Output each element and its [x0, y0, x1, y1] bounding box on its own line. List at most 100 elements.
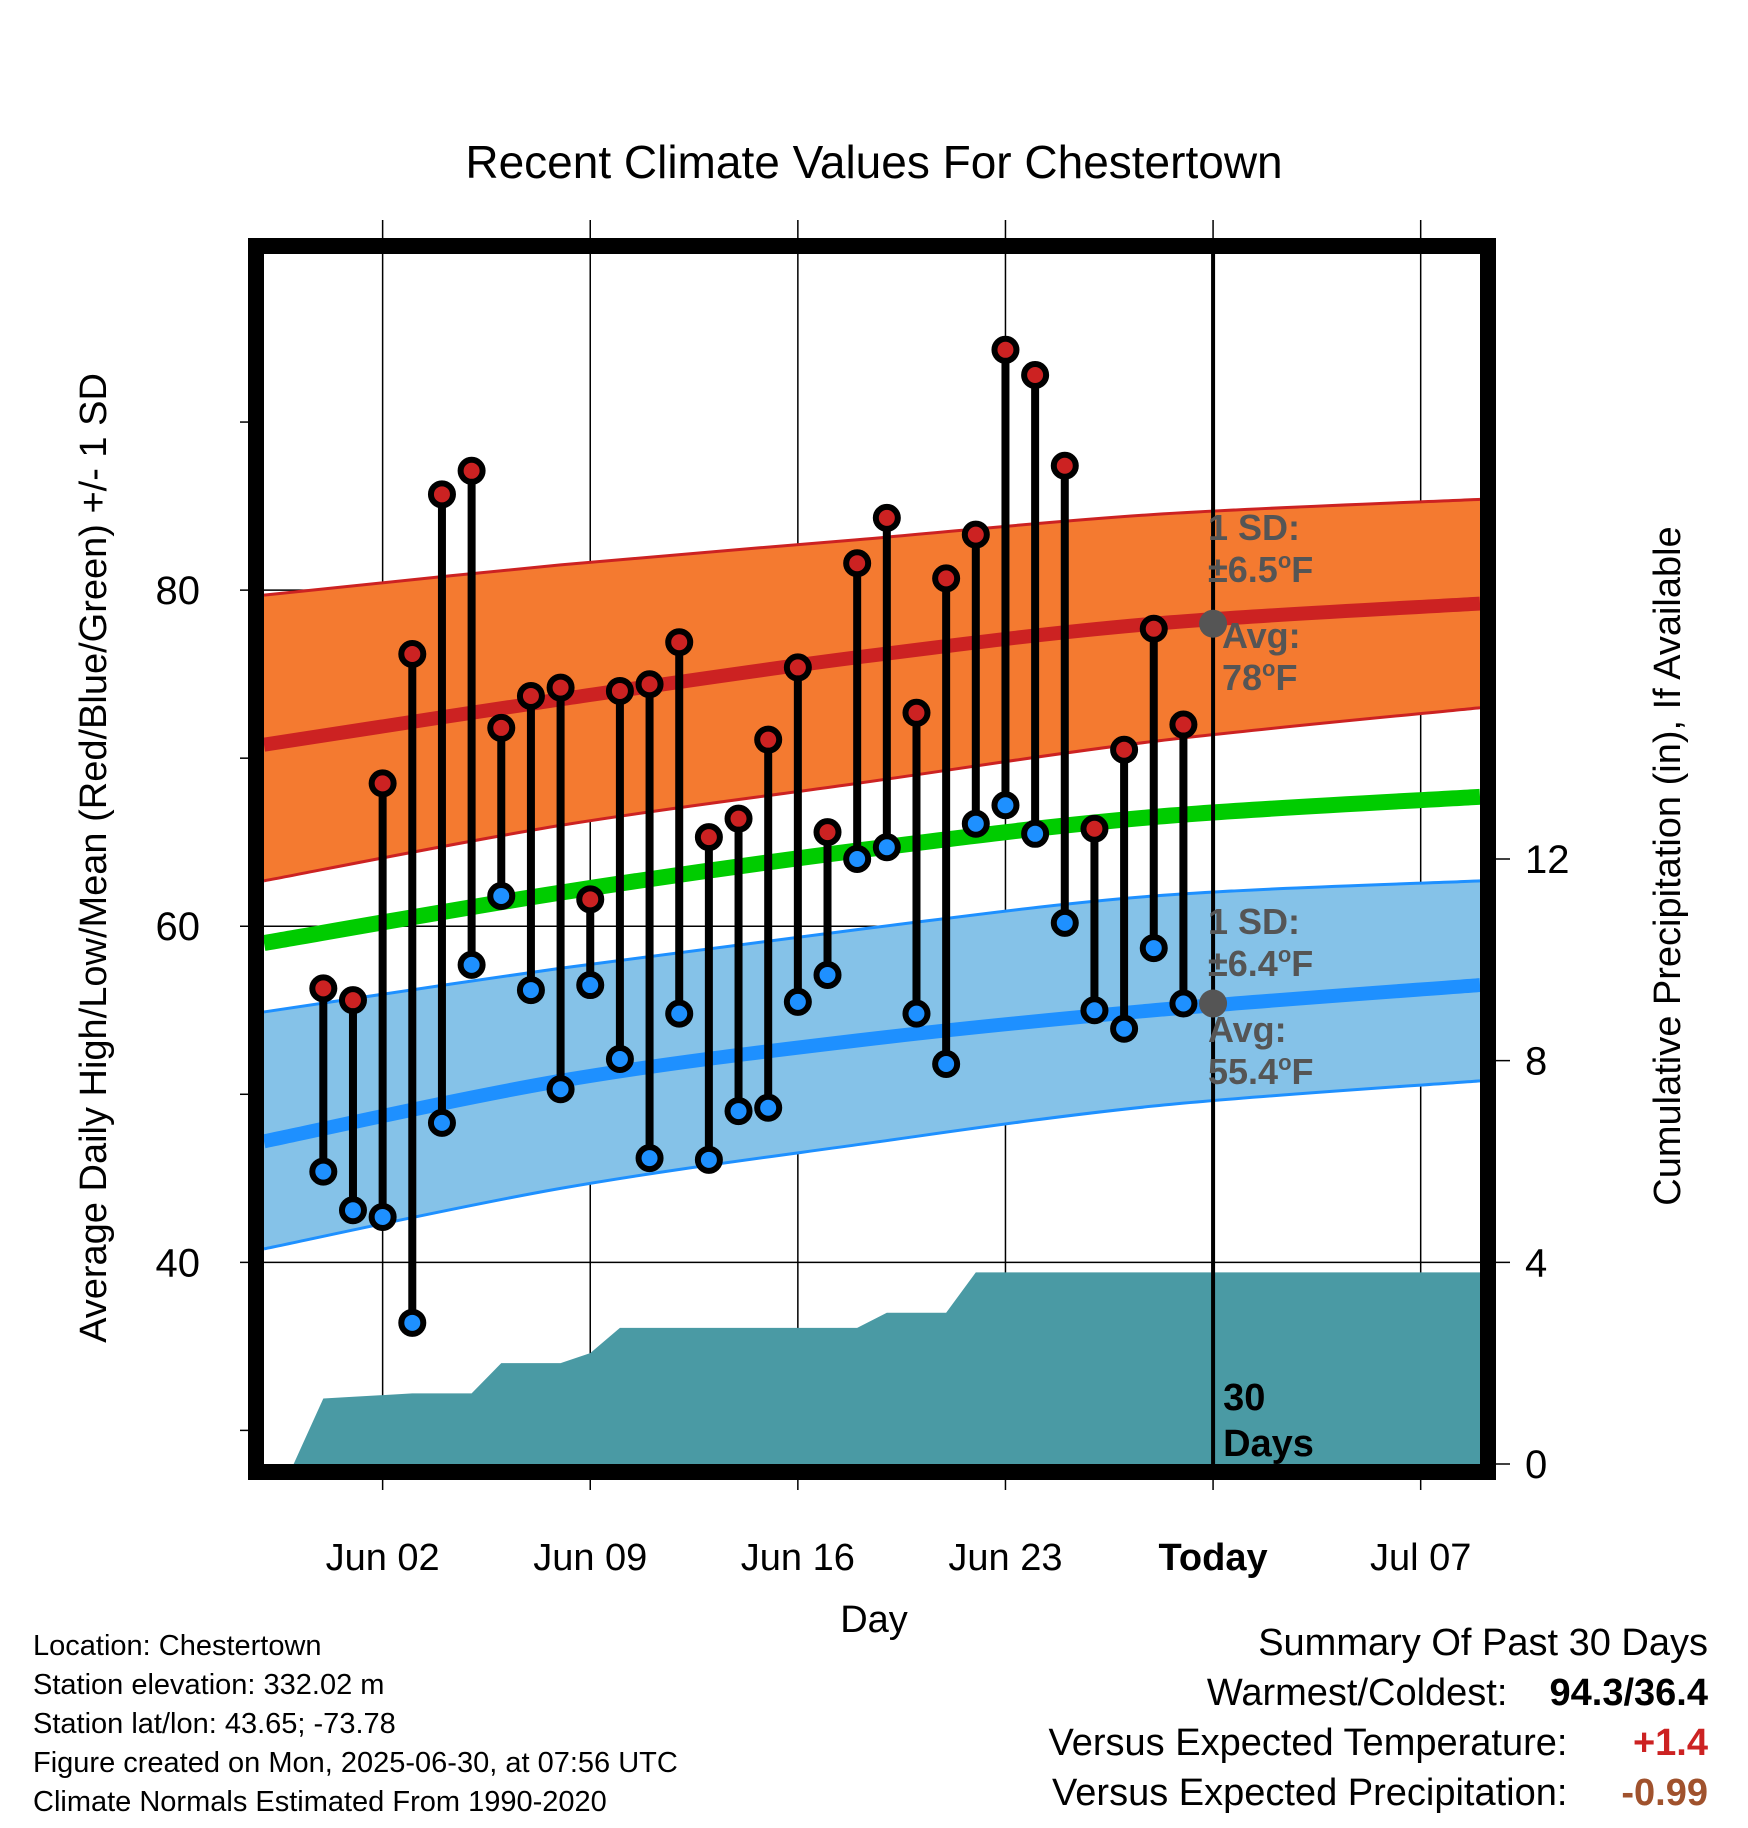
low-point [694, 1145, 723, 1174]
y-tick-label: 80 [156, 569, 201, 613]
warm-cold-value: 94.3/36.4 [1549, 1672, 1708, 1714]
station-info: Location: Chestertown Station elevation:… [33, 1627, 678, 1822]
low-sd-annotation: 1 SD: [1208, 901, 1300, 942]
low-point [961, 809, 990, 838]
high-point [843, 549, 872, 578]
low-point [665, 999, 694, 1028]
low-point [368, 1202, 397, 1231]
latlon-text: Station lat/lon: 43.65; -73.78 [33, 1708, 396, 1740]
high-point [1110, 735, 1139, 764]
high-point [1050, 451, 1079, 480]
plot-area [262, 335, 1481, 1464]
high-point [576, 885, 605, 914]
low-point [576, 971, 605, 1000]
low-point [991, 791, 1020, 820]
high-point [427, 480, 456, 509]
low-point [754, 1093, 783, 1122]
high-point [309, 974, 338, 1003]
precip-value: -0.99 [1621, 1772, 1708, 1814]
warm-cold-label: Warmest/Coldest: [1206, 1672, 1508, 1714]
low-point [1139, 934, 1168, 963]
normals-text: Climate Normals Estimated From 1990-2020 [33, 1786, 607, 1818]
y2-tick-label: 12 [1525, 838, 1570, 882]
precip-label: Versus Expected Precipitation: [1052, 1772, 1568, 1814]
low-point [309, 1157, 338, 1186]
low-avg-line [262, 978, 1481, 1149]
x-tick-label: Jun 09 [533, 1537, 647, 1579]
high-point [783, 653, 812, 682]
low-point [1080, 996, 1109, 1025]
x-axis-label: Day [840, 1599, 908, 1641]
high-avg-annotation: Avg: [1222, 615, 1301, 656]
low-point [902, 999, 931, 1028]
today-days-label: 30 [1223, 1377, 1265, 1419]
high-point [487, 713, 516, 742]
y2-axis-label: Cumulative Precipitation (in), If Availa… [1647, 526, 1689, 1205]
high-point [605, 676, 634, 705]
y-axis-label: Average Daily High/Low/Mean (Red/Blue/Gr… [73, 373, 115, 1343]
high-point [991, 335, 1020, 364]
low-sd-annotation: ±6.4oF [1208, 942, 1313, 984]
high-point [872, 503, 901, 532]
high-point [516, 681, 545, 710]
low-lower-line [263, 1079, 1481, 1251]
today-marker [1199, 254, 1228, 1464]
precip-area [293, 1272, 1480, 1464]
low-point [843, 845, 872, 873]
low-upper-line [263, 879, 1481, 1014]
high-point [724, 804, 753, 833]
temp-label: Versus Expected Temperature: [1048, 1722, 1568, 1764]
low-avg-annotation: 55.4oF [1208, 1050, 1314, 1092]
high-point [813, 818, 842, 847]
high-sd-annotation: ±6.5oF [1208, 548, 1313, 590]
high-point [1169, 710, 1198, 739]
today-days-label: Days [1223, 1423, 1314, 1465]
y2-tick-label: 8 [1525, 1040, 1547, 1084]
high-point [635, 670, 664, 699]
low-point [932, 1050, 961, 1079]
summary-heading: Summary Of Past 30 Days [1258, 1622, 1708, 1664]
low-point [487, 881, 516, 910]
created-text: Figure created on Mon, 2025-06-30, at 07… [33, 1747, 678, 1779]
y2-tick-label: 0 [1525, 1443, 1547, 1487]
high-point [1021, 361, 1050, 389]
high-point [694, 823, 723, 852]
low-point [1110, 1014, 1139, 1043]
axes: Jun 02 Jun 09 Jun 16 Jun 23 Today Jul 0740608… [156, 421, 1570, 1579]
x-tick-label: Jun 23 [948, 1537, 1062, 1579]
high-point [457, 456, 486, 485]
low-point [338, 1196, 367, 1225]
high-point [665, 628, 694, 657]
elevation-text: Station elevation: 332.02 m [33, 1669, 385, 1701]
high-point [1080, 814, 1109, 843]
high-point [338, 986, 367, 1015]
high-point [1139, 614, 1168, 643]
low-point [605, 1044, 634, 1073]
low-point [516, 976, 545, 1005]
summary-temp-row: Versus Expected Temperature: +1.4 [1049, 1722, 1708, 1765]
high-point [754, 725, 783, 754]
low-point [546, 1075, 575, 1104]
high-point [902, 698, 931, 727]
high-point [546, 673, 575, 702]
low-point [813, 960, 842, 989]
high-sd-annotation: 1 SD: [1208, 507, 1300, 548]
summary-warm-cold-row: Warmest/Coldest: 94.3/36.4 [1207, 1672, 1708, 1715]
low-point [635, 1144, 664, 1173]
summary-precip-row: Versus Expected Precipitation: -0.99 [1052, 1772, 1708, 1815]
low-sd-band [264, 880, 1480, 1249]
low-point [1050, 908, 1079, 937]
low-avg-annotation: Avg: [1208, 1009, 1287, 1050]
low-point [398, 1308, 427, 1337]
high-point [932, 564, 961, 593]
low-point [783, 987, 812, 1016]
x-tick-label: Jun 16 [741, 1537, 855, 1579]
low-point [724, 1097, 753, 1126]
high-upper-line [263, 497, 1481, 597]
x-tick-label: Today [1159, 1537, 1268, 1579]
today-high-avg-dot [1199, 609, 1228, 638]
high-avg-annotation: 78oF [1222, 656, 1298, 698]
today-low-avg-dot [1199, 989, 1228, 1018]
